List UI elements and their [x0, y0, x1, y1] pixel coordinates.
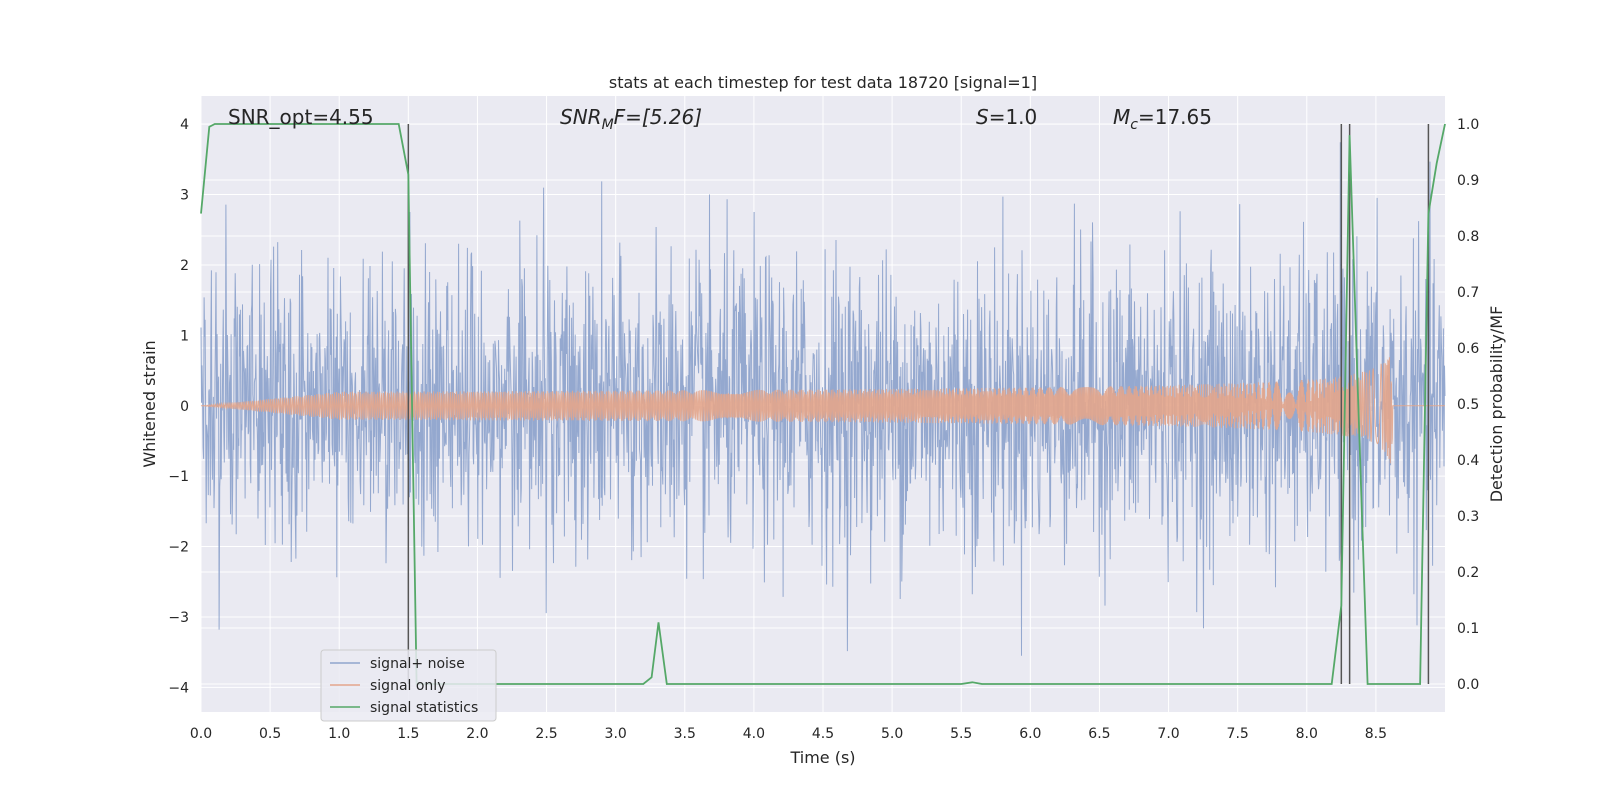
x-tick-label: 2.5 — [535, 726, 557, 742]
x-tick-labels: 0.0 0.5 1.0 1.5 2.0 2.5 3.0 3.5 4.0 4.5 5.0 5.5 6.0 6… — [190, 726, 1387, 742]
annotation-snr-opt: SNR_opt=4.55 — [228, 105, 374, 129]
y2-tick-label: 0.9 — [1457, 173, 1479, 189]
legend-label-signal: signal only — [370, 678, 445, 694]
annotation-s: S=1.0 — [976, 105, 1037, 129]
y2-tick-label: 0.5 — [1457, 397, 1479, 413]
y-tick-label: 4 — [180, 117, 189, 133]
x-tick-label: 6.5 — [1088, 726, 1110, 742]
y2-axis-label: Detection probability/MF — [1487, 306, 1506, 503]
y2-tick-label: 0.0 — [1457, 677, 1479, 693]
signal-statistics-line — [200, 123, 1446, 685]
mc-main: M — [1113, 105, 1130, 129]
snr-mf-sub: M — [602, 117, 614, 133]
mc-rest: =17.65 — [1138, 105, 1212, 129]
y2-tick-label: 0.4 — [1457, 453, 1479, 469]
y2-tick-label: 0.7 — [1457, 285, 1479, 301]
y-tick-label: −3 — [168, 610, 189, 626]
x-tick-label: 4.0 — [743, 726, 765, 742]
y2-tick-label: 0.1 — [1457, 621, 1479, 637]
x-tick-label: 6.0 — [1019, 726, 1041, 742]
y-tick-label: −1 — [168, 469, 189, 485]
legend-box — [320, 649, 497, 722]
annotation-mc: Mc=17.65 — [1113, 105, 1212, 133]
y-tick-label: −4 — [168, 680, 189, 696]
annotation-snr-mf: SNRMF=[5.26] — [560, 105, 702, 133]
mc-sub: c — [1130, 117, 1138, 133]
y2-tick-label: 0.2 — [1457, 565, 1479, 581]
x-tick-label: 0.5 — [259, 726, 281, 742]
x-tick-label: 7.0 — [1157, 726, 1179, 742]
x-tick-label: 8.5 — [1365, 726, 1387, 742]
s-italic: S — [976, 105, 989, 129]
y-tick-label: −2 — [168, 540, 189, 556]
x-tick-label: 5.0 — [881, 726, 903, 742]
signal-statistics-series — [200, 123, 1446, 685]
x-tick-label: 1.5 — [397, 726, 419, 742]
y2-tick-label: 1.0 — [1457, 117, 1479, 133]
x-tick-label: 0.0 — [190, 726, 212, 742]
x-tick-label: 1.0 — [328, 726, 350, 742]
y2-tick-label: 0.8 — [1457, 229, 1479, 245]
x-axis-label: Time (s) — [789, 748, 855, 767]
x-tick-label: 2.0 — [466, 726, 488, 742]
y2-tick-label: 0.3 — [1457, 509, 1479, 525]
x-tick-label: 8.0 — [1296, 726, 1318, 742]
y-tick-labels: 4 3 2 1 0 −1 −2 −3 −4 — [168, 117, 189, 696]
x-tick-label: 3.5 — [674, 726, 696, 742]
x-tick-label: 4.5 — [812, 726, 834, 742]
y2-tick-label: 0.6 — [1457, 341, 1479, 357]
x-tick-label: 3.0 — [605, 726, 627, 742]
snr-mf-rest: F=[5.26] — [614, 105, 702, 129]
y-tick-label: 0 — [180, 399, 189, 415]
legend-label-statistics: signal statistics — [370, 700, 478, 716]
legend-label-noise: signal+ noise — [370, 656, 465, 672]
x-tick-label: 7.5 — [1227, 726, 1249, 742]
y-axis-label: Whitened strain — [140, 340, 159, 467]
y2-tick-labels: 1.0 0.9 0.8 0.7 0.6 0.5 0.4 0.3 0.2 0.1 0.0 — [1457, 117, 1479, 693]
chart-title: stats at each timestep for test data 187… — [609, 73, 1037, 92]
y-tick-label: 1 — [180, 328, 189, 344]
y-tick-label: 3 — [180, 188, 189, 204]
x-tick-label: 5.5 — [950, 726, 972, 742]
snr-mf-main: SNR — [560, 105, 602, 129]
legend: signal+ noise signal only signal statist… — [320, 649, 497, 722]
s-rest: =1.0 — [989, 105, 1038, 129]
y-tick-label: 2 — [180, 258, 189, 274]
